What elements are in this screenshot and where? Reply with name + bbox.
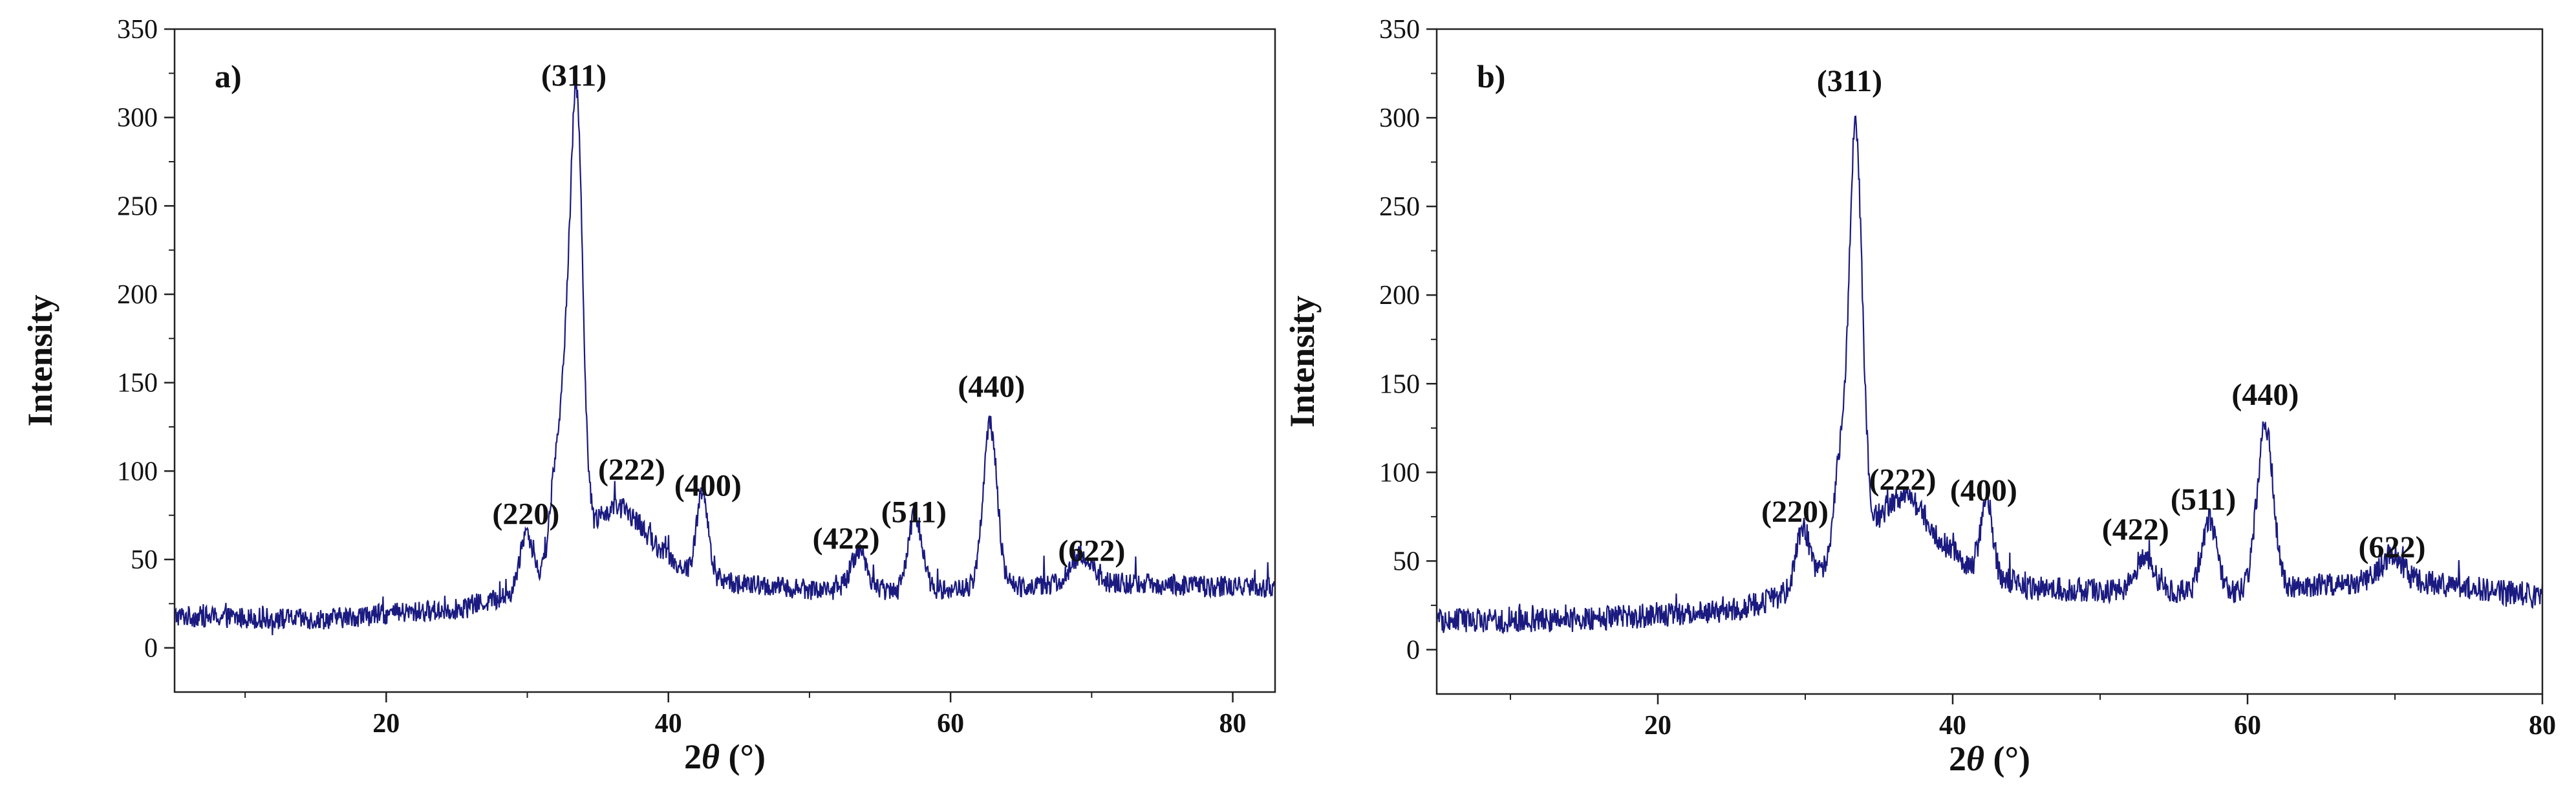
panel-label: a) [215, 58, 242, 94]
x-tick-label: 80 [1219, 709, 1247, 739]
peak-annotation: (220) [1761, 495, 1829, 529]
peak-annotation: (220) [492, 497, 559, 531]
chart-panel-a: 0 50 100 150 200 250 300 350 20 40 60 80 2θ (°) Inten… [21, 15, 1276, 776]
y-axis-title: Intensity [1283, 296, 1322, 428]
x-axis-title: 2θ (°) [684, 737, 766, 776]
y-tick-label: 200 [1379, 281, 1420, 310]
x-tick-label: 40 [655, 709, 682, 739]
peak-annotation: (622) [1058, 534, 1125, 569]
plot-frame [173, 28, 1276, 693]
y-tick-label: 250 [117, 191, 158, 221]
x-tick-label: 80 [2529, 711, 2556, 741]
x-tick-label: 60 [937, 709, 964, 739]
x-tick-label: 20 [372, 709, 400, 739]
y-tick-label: 150 [1379, 369, 1420, 399]
x-tick-label: 20 [1644, 711, 1671, 741]
x-axis-title: 2θ (°) [1949, 739, 2030, 778]
xrd-pattern-line [174, 75, 1276, 636]
y-tick-label: 100 [117, 457, 158, 486]
y-tick-label: 50 [131, 545, 158, 575]
y-axis-title: Intensity [21, 294, 59, 426]
x-tick-label: 40 [1939, 711, 1966, 741]
y-tick-label: 350 [1379, 15, 1420, 45]
y-tick-label: 0 [1406, 635, 1420, 665]
y-tick-label: 300 [117, 103, 158, 133]
peak-annotation: (422) [2102, 513, 2169, 547]
plot-frame [1435, 28, 2544, 695]
xrd-pattern-line [1435, 115, 2544, 634]
y-tick-label: 300 [1379, 103, 1420, 133]
y-tick-label: 150 [117, 369, 158, 398]
peak-annotation: (511) [2171, 482, 2236, 517]
y-tick-label: 0 [144, 634, 158, 664]
peak-annotation: (440) [2231, 378, 2299, 412]
peak-annotation: (222) [598, 453, 665, 487]
y-tick-label: 100 [1379, 458, 1420, 488]
peak-annotation: (440) [958, 370, 1025, 404]
chart-panel-b: 0 50 100 150 200 250 300 350 20 40 60 80 2θ (°) Inten… [1283, 15, 2556, 778]
panel-label: b) [1477, 58, 1505, 94]
peak-annotation: (222) [1869, 463, 1936, 497]
peak-annotation: (311) [1817, 64, 1882, 98]
y-tick-label: 250 [1379, 192, 1420, 222]
y-tick-label: 50 [1393, 547, 1420, 576]
x-tick-label: 60 [2234, 711, 2261, 741]
peak-annotation: (422) [813, 522, 880, 556]
y-tick-label: 200 [117, 280, 158, 310]
peak-annotation: (400) [674, 469, 742, 503]
peak-annotation: (400) [1950, 473, 2017, 508]
peak-annotation: (311) [541, 58, 606, 92]
peak-annotation: (622) [2358, 530, 2425, 565]
peak-annotation: (511) [881, 495, 947, 530]
y-tick-label: 350 [117, 15, 158, 45]
